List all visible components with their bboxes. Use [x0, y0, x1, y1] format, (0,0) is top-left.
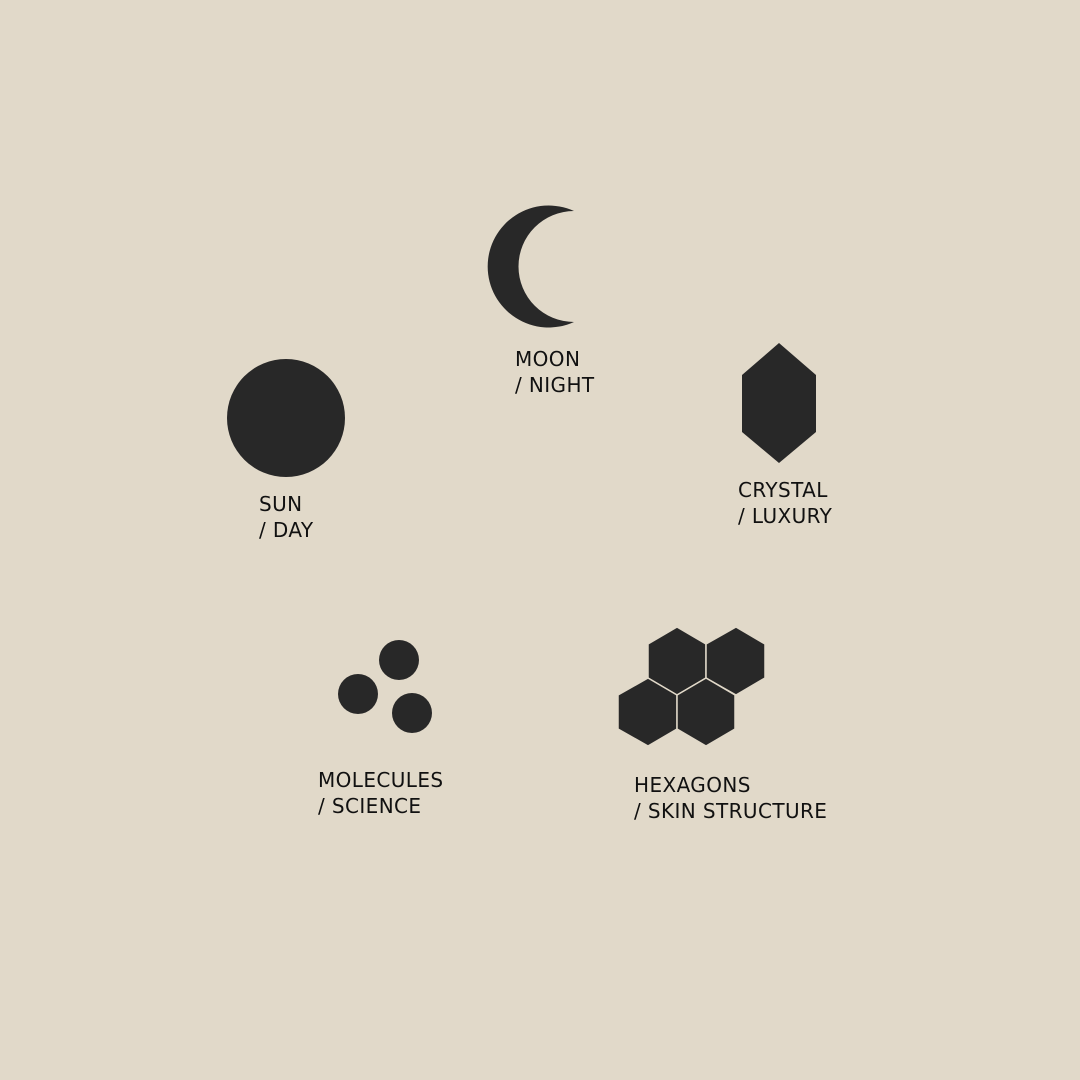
- crystal-title: CRYSTAL: [738, 478, 828, 502]
- sun-circle-icon: [226, 358, 346, 478]
- moon-subtitle: / NIGHT: [515, 373, 595, 397]
- moon-label: MOON / NIGHT: [515, 346, 595, 398]
- moon-title: MOON: [515, 347, 581, 371]
- hexagons-subtitle: / SKIN STRUCTURE: [634, 799, 828, 823]
- molecules-icon: [336, 638, 436, 736]
- molecules-label: MOLECULES / SCIENCE: [318, 767, 443, 819]
- crystal-label: CRYSTAL / LUXURY: [738, 477, 832, 529]
- molecules-title: MOLECULES: [318, 768, 444, 792]
- crystal-icon: [741, 343, 817, 464]
- sun-label: SUN / DAY: [259, 491, 314, 543]
- hexagons-title: HEXAGONS: [634, 773, 751, 797]
- crystal-subtitle: / LUXURY: [738, 504, 833, 528]
- sun-subtitle: / DAY: [259, 518, 314, 542]
- hexagons-label: HEXAGONS / SKIN STRUCTURE: [634, 772, 827, 824]
- crescent-moon-icon: [487, 204, 580, 329]
- sun-title: SUN: [259, 492, 303, 516]
- molecules-subtitle: / SCIENCE: [318, 794, 422, 818]
- hexagon-cluster-icon: [617, 626, 767, 748]
